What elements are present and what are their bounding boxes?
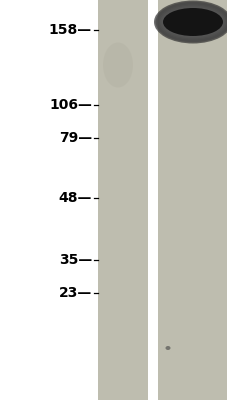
Bar — [147, 0, 157, 400]
Bar — [98, 0, 147, 400]
Ellipse shape — [162, 8, 222, 36]
Text: 106—: 106— — [49, 98, 92, 112]
Ellipse shape — [158, 4, 227, 40]
Ellipse shape — [103, 42, 132, 88]
Ellipse shape — [156, 3, 227, 41]
Text: 48—: 48— — [58, 191, 92, 205]
Ellipse shape — [159, 6, 225, 38]
Text: 23—: 23— — [59, 286, 92, 300]
Text: 158—: 158— — [49, 23, 92, 37]
Ellipse shape — [161, 7, 224, 37]
Text: 79—: 79— — [59, 131, 92, 145]
Ellipse shape — [153, 0, 227, 44]
Text: 35—: 35— — [59, 253, 92, 267]
Ellipse shape — [155, 2, 227, 42]
Bar — [157, 0, 227, 400]
Ellipse shape — [165, 346, 170, 350]
